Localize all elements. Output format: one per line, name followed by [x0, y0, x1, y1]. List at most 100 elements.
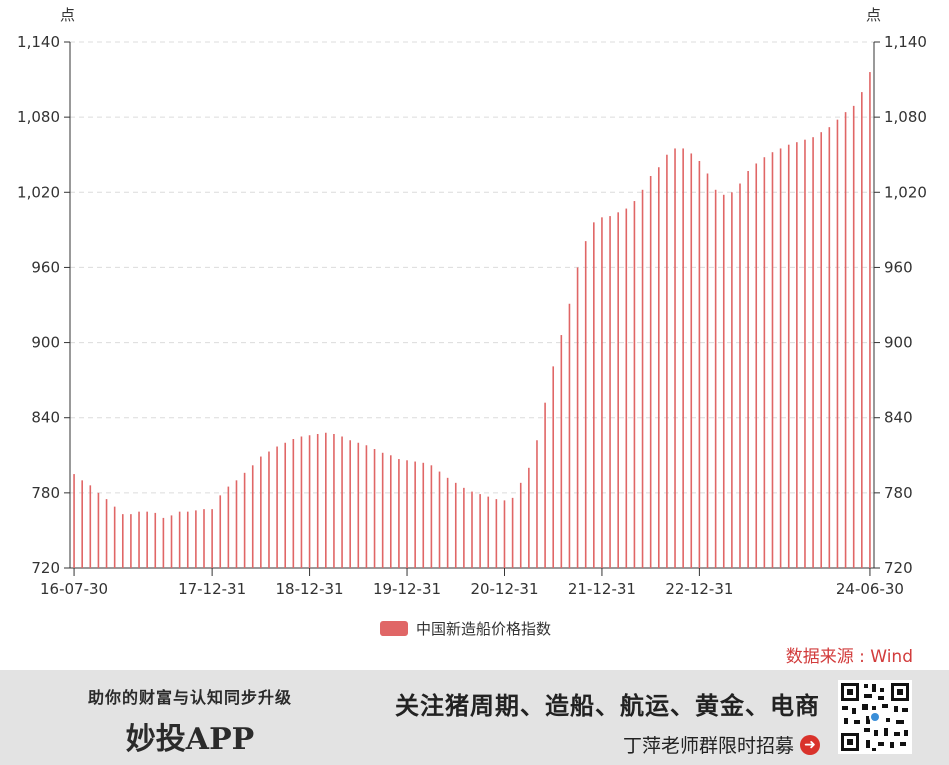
bar: [714, 189, 717, 568]
bar: [292, 439, 295, 568]
bar: [755, 163, 758, 568]
bar: [365, 445, 368, 568]
bar: [381, 452, 384, 568]
bar: [657, 167, 660, 568]
bar: [771, 152, 774, 568]
bar: [739, 183, 741, 568]
bar: [333, 433, 335, 568]
y-tick-label-left: 1,080: [17, 108, 60, 126]
y-tick-label-right: 1,020: [884, 183, 927, 201]
bar: [601, 217, 603, 569]
bar: [487, 496, 490, 568]
bar: [308, 435, 311, 568]
bar: [341, 436, 343, 568]
bar: [641, 189, 644, 568]
bar: [861, 92, 863, 568]
bar: [268, 451, 270, 568]
banner-topics: 关注猪周期、造船、航运、黄金、电商 丁萍老师群限时招募 ➜: [360, 686, 820, 758]
bar: [414, 461, 416, 568]
bar: [463, 487, 465, 568]
qr-code-icon[interactable]: [838, 680, 912, 754]
bar: [584, 241, 587, 568]
legend[interactable]: 中国新造船价格指数: [380, 618, 551, 639]
bar: [706, 173, 709, 568]
banner-tagline: 助你的财富与认知同步升级: [87, 688, 292, 707]
bar: [471, 491, 473, 568]
promo-banner[interactable]: 助你的财富与认知同步升级 妙投APP 关注猪周期、造船、航运、黄金、电商 丁萍老…: [0, 670, 949, 765]
bar: [284, 442, 287, 568]
bar: [852, 105, 855, 568]
topics-text: 关注猪周期、造船、航运、黄金、电商: [395, 692, 820, 720]
bar: [170, 515, 173, 568]
bar: [211, 509, 213, 568]
bar: [869, 72, 871, 569]
bar: [779, 148, 782, 568]
bar: [649, 176, 652, 568]
bar: [796, 142, 798, 568]
x-tick-label: 19-12-31: [373, 580, 441, 598]
bar: [73, 474, 75, 568]
bar: [325, 432, 327, 568]
bar: [227, 486, 230, 568]
x-tick-label: 22-12-31: [665, 580, 733, 598]
bar: [389, 455, 392, 568]
bar: [398, 459, 400, 568]
y-tick-label-left: 780: [31, 484, 60, 502]
y-tick-label-right: 780: [884, 484, 913, 502]
bar: [430, 465, 433, 568]
bar: [804, 139, 806, 568]
bar: [373, 449, 376, 568]
legend-label: 中国新造船价格指数: [416, 620, 552, 638]
y-tick-label-right: 1,080: [884, 108, 927, 126]
bar: [495, 499, 498, 568]
bar: [731, 192, 733, 569]
bar: [260, 456, 262, 568]
x-tick-label: 24-06-30: [836, 580, 904, 598]
x-tick-label: 16-07-30: [40, 580, 108, 598]
bar: [503, 500, 506, 568]
arrow-right-icon: ➜: [800, 734, 820, 755]
left-axis-unit: 点: [60, 6, 76, 24]
x-tick-label: 20-12-31: [470, 580, 538, 598]
y-tick-label-left: 720: [31, 559, 60, 577]
bar: [89, 485, 92, 568]
bar: [203, 509, 205, 568]
y-tick-label-left: 960: [31, 258, 60, 276]
recruit-text: 丁萍老师群限时招募: [622, 735, 794, 757]
bar: [178, 511, 181, 568]
bar: [105, 499, 108, 568]
bar: [138, 511, 140, 568]
y-tick-label-right: 1,140: [884, 33, 927, 51]
x-tick-label: 21-12-31: [568, 580, 636, 598]
bar: [519, 482, 522, 568]
bar: [763, 157, 766, 568]
x-tick-label: 18-12-31: [276, 580, 344, 598]
bar: [251, 465, 254, 568]
bar: [747, 170, 749, 568]
bar: [454, 482, 457, 568]
bar: [446, 477, 449, 568]
bar: [536, 440, 538, 568]
chart-svg: 720 720 780 780 840 840 900 900 960 960 1,020 1,020…: [17, 33, 927, 598]
bar: [682, 148, 684, 568]
y-tick-label-right: 900: [884, 334, 913, 352]
bar: [195, 510, 197, 568]
y-tick-label-right: 720: [884, 559, 913, 577]
bar: [722, 194, 725, 569]
bar: [243, 472, 246, 568]
bar: [186, 511, 189, 568]
bar: [235, 480, 238, 568]
bar: [81, 480, 83, 568]
bar: [316, 433, 319, 568]
bar: [276, 446, 278, 568]
bar: [154, 512, 157, 568]
bar: [820, 132, 823, 568]
y-tick-label-left: 900: [31, 334, 60, 352]
bar: [690, 153, 693, 568]
bar: [698, 160, 701, 568]
bar: [609, 216, 611, 569]
recruit-link[interactable]: 丁萍老师群限时招募 ➜: [623, 731, 820, 758]
legend-swatch: [380, 621, 408, 636]
bar: [617, 212, 619, 569]
bar: [357, 442, 360, 568]
